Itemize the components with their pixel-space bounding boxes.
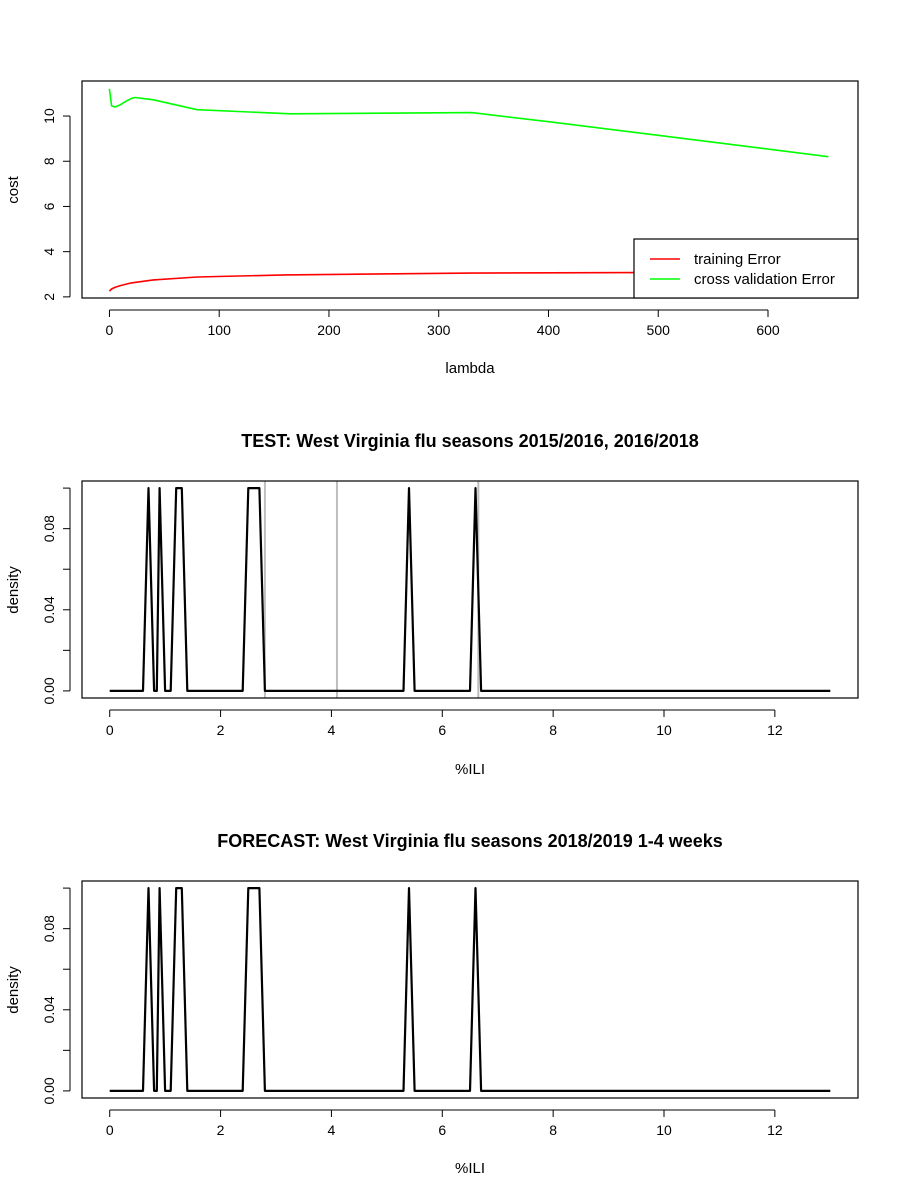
y-tick-label: 0.00	[41, 1077, 57, 1104]
series-line-2	[108, 88, 829, 158]
y-tick-label: 0.08	[41, 915, 57, 942]
x-tick-label: 10	[656, 1122, 672, 1138]
x-tick-label: 0	[106, 322, 114, 338]
y-tick-label: 6	[41, 202, 57, 210]
x-axis: 0 2 4 6 8 10 12	[106, 1109, 783, 1138]
plot-frame	[81, 480, 859, 699]
x-tick-label: 2	[217, 1122, 225, 1138]
y-tick-label: 10	[41, 108, 57, 124]
plot-area	[109, 886, 831, 1093]
series-line-1	[108, 271, 829, 292]
forecast-density-panel: FORECAST: West Virginia flu seasons 2018…	[5, 831, 859, 1177]
plot-frame	[81, 880, 859, 1099]
x-tick-label: 6	[438, 1122, 446, 1138]
y-tick-label: 0.00	[41, 677, 57, 704]
x-tick-label: 10	[656, 722, 672, 738]
test-density-panel: TEST: West Virginia flu seasons 2015/201…	[5, 431, 859, 778]
y-axis: 0.00 0.04 0.08	[41, 487, 71, 705]
legend-box	[633, 238, 859, 299]
x-axis-label: %ILI	[455, 1160, 485, 1177]
legend-label: training Error	[694, 251, 781, 268]
x-tick-label: 12	[767, 1122, 783, 1138]
x-tick-label: 0	[106, 722, 114, 738]
y-tick-label: 2	[41, 293, 57, 301]
x-tick-label: 600	[756, 322, 780, 338]
y-axis-label: density	[5, 966, 22, 1014]
x-axis: 0 100 200 300 400 500 600	[106, 309, 780, 338]
x-tick-label: 8	[549, 722, 557, 738]
y-tick-label: 4	[41, 248, 57, 256]
series-line-1	[109, 886, 831, 1093]
cost-vs-lambda-panel: lambda cost 0 100 200 300 400 500 600 2 4 6 8 10 tra…	[5, 80, 859, 377]
y-tick-label: 0.04	[41, 996, 57, 1023]
x-tick-label: 500	[647, 322, 671, 338]
x-tick-label: 8	[549, 1122, 557, 1138]
y-axis-label: density	[5, 566, 22, 614]
chart-title: TEST: West Virginia flu seasons 2015/201…	[241, 431, 699, 451]
x-axis-label: lambda	[445, 360, 495, 377]
x-tick-label: 200	[317, 322, 341, 338]
x-tick-label: 300	[427, 322, 451, 338]
x-axis: 0 2 4 6 8 10 12	[106, 709, 783, 738]
x-tick-label: 4	[328, 1122, 336, 1138]
legend: training Error cross validation Error	[633, 238, 859, 299]
plot-area	[108, 88, 829, 292]
x-tick-label: 400	[537, 322, 561, 338]
y-axis-label: cost	[5, 175, 22, 203]
legend-label: cross validation Error	[694, 271, 835, 288]
x-axis-label: %ILI	[455, 761, 485, 778]
y-tick-label: 8	[41, 157, 57, 165]
x-tick-label: 6	[438, 722, 446, 738]
plot-frame	[81, 80, 859, 299]
x-tick-label: 4	[328, 722, 336, 738]
x-tick-label: 12	[767, 722, 783, 738]
series-line-1	[109, 487, 831, 693]
y-tick-label: 0.08	[41, 515, 57, 542]
y-axis: 2 4 6 8 10	[41, 108, 71, 301]
y-tick-label: 0.04	[41, 596, 57, 623]
plot-area	[109, 481, 831, 698]
chart-title: FORECAST: West Virginia flu seasons 2018…	[217, 831, 723, 851]
x-tick-label: 0	[106, 1122, 114, 1138]
y-axis: 0.00 0.04 0.08	[41, 887, 71, 1105]
x-tick-label: 100	[208, 322, 232, 338]
x-tick-label: 2	[217, 722, 225, 738]
